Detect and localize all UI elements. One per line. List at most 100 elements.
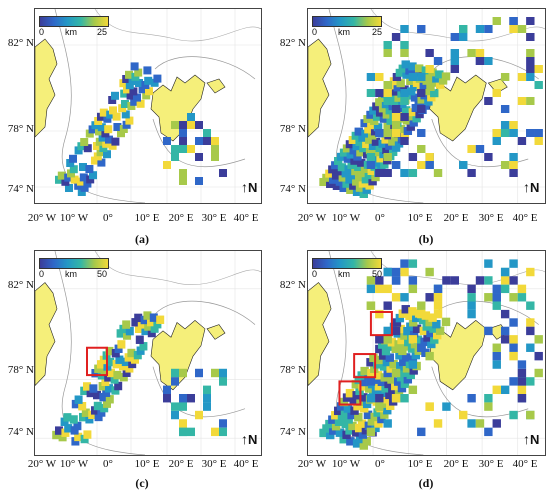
data-cell xyxy=(396,79,405,88)
data-cell xyxy=(351,380,361,389)
data-cell xyxy=(375,394,384,403)
data-cell xyxy=(111,386,120,395)
data-cell xyxy=(500,326,510,336)
data-cell xyxy=(339,184,348,192)
data-cell xyxy=(94,412,103,422)
data-cell xyxy=(187,121,195,129)
data-cell xyxy=(410,93,420,102)
data-cell xyxy=(411,104,420,112)
data-cell xyxy=(136,99,145,108)
data-cell xyxy=(373,123,383,132)
data-cell xyxy=(408,284,418,294)
data-cell xyxy=(103,150,111,159)
data-cell xyxy=(459,161,468,169)
data-cell xyxy=(99,392,108,402)
data-cell xyxy=(375,73,384,81)
data-cell xyxy=(417,95,426,104)
lon-label-20e: 20° E xyxy=(443,212,469,224)
north-letter: N xyxy=(530,180,540,195)
data-cell xyxy=(391,133,400,142)
lat-label-78: 78° N xyxy=(7,123,34,135)
data-cell xyxy=(383,97,392,105)
data-cell xyxy=(138,85,147,94)
data-cell xyxy=(111,91,119,100)
data-cell xyxy=(526,267,535,277)
data-cell xyxy=(52,430,61,440)
data-cell xyxy=(125,81,134,90)
data-cell xyxy=(366,284,376,294)
data-cell xyxy=(135,324,143,334)
data-cell xyxy=(534,368,543,378)
data-cell xyxy=(419,326,428,336)
data-cell xyxy=(347,161,356,169)
data-cell xyxy=(394,139,404,148)
data-cell xyxy=(349,181,358,190)
data-cell xyxy=(195,153,203,161)
data-cell xyxy=(137,320,146,329)
data-cell xyxy=(375,108,385,117)
data-cell xyxy=(88,410,97,420)
lon-label-0: 0° xyxy=(103,458,113,470)
data-cell xyxy=(450,65,460,73)
data-cell xyxy=(400,267,409,277)
data-cell xyxy=(219,368,227,378)
data-cell xyxy=(364,421,374,430)
data-cell xyxy=(417,301,426,310)
data-cell xyxy=(163,394,171,403)
data-cell xyxy=(500,276,510,285)
colorbar-b-max: 25 xyxy=(372,27,383,37)
map-svg-a xyxy=(35,9,261,203)
data-cell xyxy=(405,311,414,320)
lat-label-74: 74° N xyxy=(279,426,306,438)
data-cell xyxy=(325,419,334,429)
data-cell xyxy=(334,157,343,165)
data-cell xyxy=(381,135,390,144)
data-cell xyxy=(319,178,328,186)
lon-label-20w: 20° W xyxy=(27,458,57,470)
data-cell xyxy=(195,177,203,185)
data-cell xyxy=(467,301,476,310)
data-cell xyxy=(369,353,378,363)
lat-label-78: 78° N xyxy=(279,123,306,135)
data-cell xyxy=(386,116,395,125)
data-cell xyxy=(360,366,369,376)
data-cell xyxy=(127,102,136,110)
caption-c: (c) xyxy=(135,476,149,490)
data-cell xyxy=(399,357,408,367)
data-cell xyxy=(401,353,411,362)
data-cell xyxy=(108,96,117,104)
data-cell xyxy=(91,368,100,378)
lon-label-0: 0° xyxy=(375,212,385,224)
data-cell xyxy=(500,385,510,395)
data-cell xyxy=(119,362,127,371)
data-cell xyxy=(484,25,493,33)
data-cell xyxy=(85,129,94,138)
data-cell xyxy=(91,406,99,415)
data-cell xyxy=(383,153,392,161)
data-cell xyxy=(492,137,501,145)
data-cell xyxy=(412,114,421,123)
data-cell xyxy=(105,346,114,356)
data-cell xyxy=(408,108,418,117)
data-cell xyxy=(131,355,139,364)
data-cell xyxy=(171,402,179,411)
data-cell xyxy=(349,395,358,404)
map-svg-c xyxy=(35,251,261,455)
lon-label-10e: 10° E xyxy=(134,458,160,470)
data-cell xyxy=(367,417,376,426)
data-cell xyxy=(385,106,394,115)
data-cell xyxy=(337,163,347,172)
data-cell xyxy=(379,399,388,408)
lon-label-10w: 10° W xyxy=(331,212,361,224)
data-cell xyxy=(338,173,348,182)
data-cell xyxy=(370,117,379,125)
data-cell xyxy=(74,146,83,155)
data-cell xyxy=(421,311,431,320)
data-cell xyxy=(179,169,187,177)
data-cell xyxy=(381,384,390,393)
data-cell xyxy=(348,421,357,431)
data-cell xyxy=(331,411,340,420)
caption-d: (d) xyxy=(418,476,434,490)
data-cell xyxy=(425,153,434,161)
data-cell xyxy=(492,129,501,137)
